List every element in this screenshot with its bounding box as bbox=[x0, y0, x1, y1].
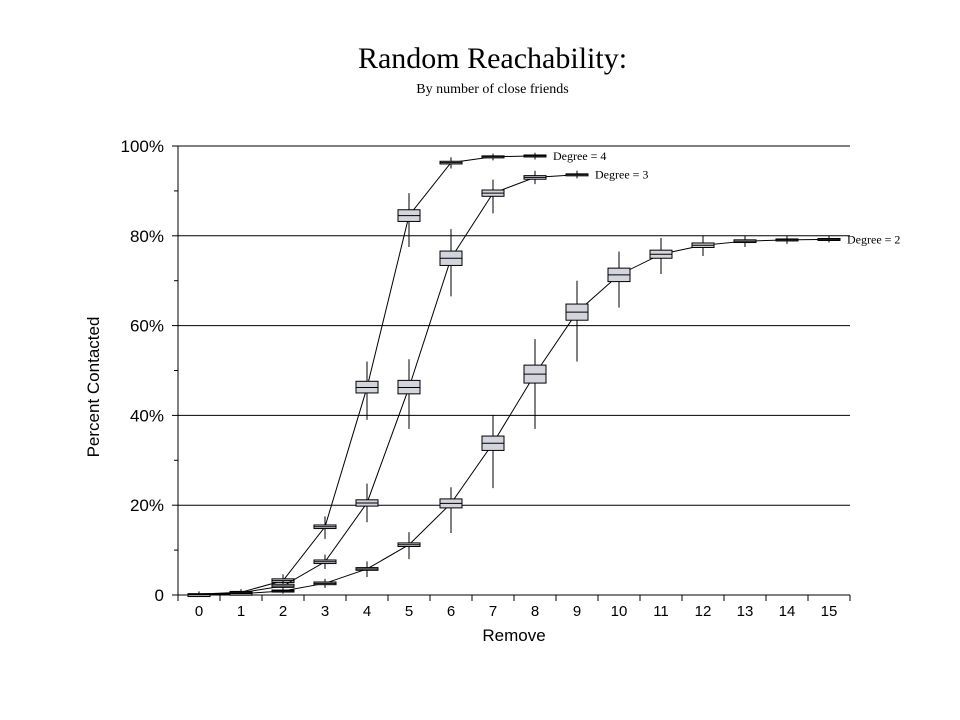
x-tick-label: 4 bbox=[363, 603, 371, 620]
x-tick-label: 0 bbox=[195, 603, 203, 620]
x-tick-label: 7 bbox=[489, 603, 497, 620]
series-label: Degree = 3 bbox=[595, 168, 648, 182]
x-tick-label: 8 bbox=[531, 603, 539, 620]
series-line bbox=[198, 238, 830, 596]
x-tick-label: 2 bbox=[279, 603, 287, 620]
chart-title: Random Reachability: bbox=[357, 42, 628, 75]
y-axis-label: Percent Contacted bbox=[84, 317, 103, 458]
x-tick-label: 5 bbox=[405, 603, 413, 620]
y-tick-label: 0 bbox=[155, 586, 164, 605]
x-tick-label: 12 bbox=[695, 603, 712, 620]
series-line bbox=[198, 174, 578, 596]
y-tick-label: 80% bbox=[130, 227, 164, 246]
x-tick-label: 10 bbox=[611, 603, 628, 620]
series-label: Degree = 4 bbox=[553, 149, 606, 163]
series-layer: Degree = 4 Degree = 3 Degree = 2 bbox=[187, 149, 900, 598]
x-tick-label: 9 bbox=[573, 603, 581, 620]
x-tick-label: 3 bbox=[321, 603, 329, 620]
y-tick-label: 100% bbox=[121, 137, 164, 156]
x-tick-label: 1 bbox=[237, 603, 245, 620]
series-label: Degree = 2 bbox=[847, 232, 900, 246]
y-tick-label: 40% bbox=[130, 406, 164, 425]
axis-layer: 020%40%60%80%100%0 1 2 3 4 5 6 7 8 9 10 11 12 13 14 15 bbox=[121, 137, 851, 620]
x-tick-label: 14 bbox=[779, 603, 796, 620]
series-degree-2: Degree = 2 bbox=[187, 232, 900, 598]
grid-layer bbox=[178, 145, 850, 596]
y-tick-label: 60% bbox=[130, 317, 164, 336]
series-degree-3: Degree = 3 bbox=[187, 168, 648, 597]
x-tick-label: 6 bbox=[447, 603, 455, 620]
x-tick-label: 11 bbox=[653, 603, 669, 620]
x-tick-label: 13 bbox=[737, 603, 754, 620]
x-axis-label: Remove bbox=[482, 626, 545, 645]
chart-subtitle: By number of close friends bbox=[416, 82, 569, 97]
y-tick-label: 20% bbox=[130, 496, 164, 515]
x-tick-label: 15 bbox=[821, 603, 838, 620]
